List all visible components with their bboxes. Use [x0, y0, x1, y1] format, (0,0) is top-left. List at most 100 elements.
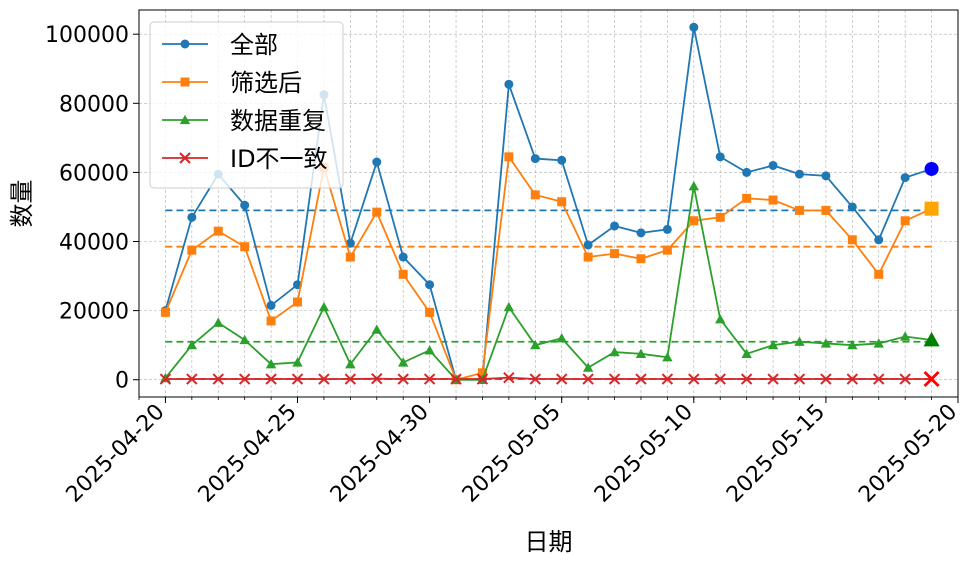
data-point-stroke-b	[740, 373, 753, 385]
data-point	[689, 216, 699, 226]
legend-swatch-marker	[179, 152, 191, 164]
data-point	[610, 221, 620, 231]
series-line	[164, 186, 932, 381]
data-point-stroke-b	[793, 373, 806, 385]
data-point	[821, 205, 831, 215]
legend-swatch-marker	[179, 114, 191, 125]
y-axis-title: 数量	[8, 180, 36, 228]
data-point	[899, 331, 911, 341]
data-point-stroke-b	[476, 373, 489, 385]
data-point	[583, 252, 593, 262]
data-point	[476, 373, 489, 385]
legend-swatch-marker	[180, 77, 190, 87]
data-point-stroke-b	[450, 373, 462, 385]
data-point	[371, 372, 383, 385]
legend-label: 数据重复	[230, 107, 326, 135]
data-point	[345, 358, 356, 369]
data-point	[794, 205, 804, 215]
data-point	[371, 324, 382, 334]
data-point	[582, 373, 594, 385]
legend-box	[149, 21, 344, 189]
data-point	[874, 235, 884, 245]
data-point	[636, 254, 646, 264]
data-point	[714, 373, 726, 385]
data-point	[187, 245, 197, 255]
data-point	[398, 252, 408, 262]
data-point	[715, 314, 726, 324]
data-point	[530, 190, 540, 200]
data-point	[398, 269, 408, 279]
data-point	[212, 373, 224, 385]
data-point	[425, 307, 435, 317]
data-point	[767, 339, 779, 350]
data-point	[636, 228, 646, 238]
data-point	[873, 338, 884, 348]
data-point	[583, 240, 593, 250]
highlight-marker-数据重复	[923, 331, 940, 347]
data-point	[530, 339, 541, 350]
data-point	[610, 249, 620, 259]
data-point-stroke-b	[159, 373, 172, 385]
data-point	[423, 373, 436, 385]
data-point	[477, 368, 487, 378]
data-point	[847, 235, 857, 245]
y-tick-label: 100000	[45, 23, 129, 48]
data-point	[530, 154, 540, 164]
y-tick-label: 0	[115, 369, 129, 394]
data-point	[768, 195, 778, 205]
data-point-stroke-b	[688, 373, 700, 385]
data-point-stroke-b	[661, 373, 674, 385]
data-point-stroke-b	[397, 373, 409, 385]
data-point	[318, 301, 330, 312]
data-point	[504, 152, 514, 162]
data-point-stroke-b	[212, 373, 224, 385]
data-point	[503, 301, 515, 312]
data-point	[661, 373, 674, 385]
data-point	[741, 348, 752, 358]
data-point	[345, 252, 355, 262]
data-point	[847, 339, 858, 350]
data-point-stroke-b	[899, 373, 911, 385]
data-point	[372, 207, 382, 217]
data-point	[240, 200, 250, 210]
legend-item-全部: 全部	[162, 31, 278, 59]
legend-item-筛选后: 筛选后	[162, 69, 302, 97]
data-point-stroke-b	[608, 373, 621, 385]
data-point	[557, 155, 567, 165]
data-point-stroke-b	[238, 373, 251, 385]
data-point	[266, 300, 276, 310]
data-point	[293, 297, 303, 307]
data-point-stroke-b	[846, 373, 859, 385]
data-point	[821, 171, 831, 181]
data-point-stroke-b	[714, 373, 726, 385]
data-point	[609, 346, 620, 357]
y-tick-label: 60000	[59, 161, 129, 186]
data-point	[213, 317, 224, 327]
legend-label: 全部	[230, 31, 278, 59]
legend-item-数据重复: 数据重复	[162, 107, 326, 135]
data-point	[503, 371, 515, 384]
data-point	[873, 373, 885, 385]
highlight-marker-全部	[924, 161, 939, 176]
data-point	[425, 280, 435, 290]
data-point	[450, 373, 462, 385]
y-tick-label: 20000	[59, 300, 129, 325]
data-point	[662, 245, 672, 255]
data-point	[662, 224, 672, 234]
legend-item-ID不一致: ID不一致	[162, 145, 328, 173]
data-point	[794, 336, 805, 346]
data-point	[186, 339, 198, 350]
data-point-stroke-b	[635, 373, 647, 385]
data-point	[397, 373, 409, 385]
data-point	[159, 373, 172, 385]
data-point-stroke-b	[291, 373, 304, 385]
legend-swatch-marker	[180, 39, 190, 49]
data-point-stroke-b	[265, 373, 277, 385]
plot-frame	[138, 9, 959, 398]
highlight-marker-筛选后	[924, 201, 939, 216]
legend-label: ID不一致	[230, 145, 328, 173]
data-point	[689, 22, 699, 32]
legend-swatch-marker-stroke-b	[179, 152, 191, 164]
data-point	[529, 373, 541, 385]
